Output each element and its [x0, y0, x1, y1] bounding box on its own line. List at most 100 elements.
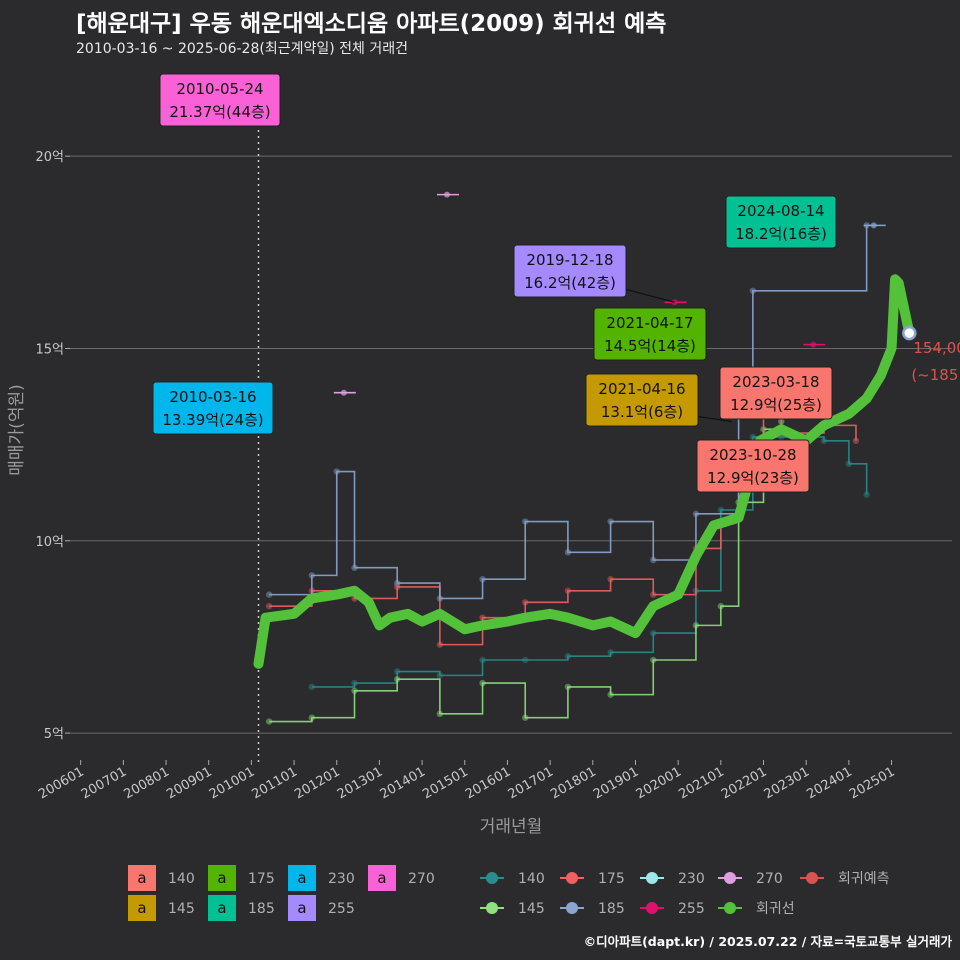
legend-line-label: 175 [598, 871, 625, 887]
legend-fill-glyph: a [217, 899, 226, 917]
y-tick-label: 15억 [35, 342, 64, 357]
data-point-145 [607, 691, 614, 698]
prediction-area-label: (~185㎡) [911, 366, 960, 384]
chart-subtitle: 2010-03-16 ~ 2025-06-28(최근계약일) 전체 거래건 [76, 41, 408, 57]
x-axis-title: 거래년월 [480, 817, 543, 837]
legend-fill-key [128, 895, 156, 921]
data-point-140 [479, 656, 486, 664]
x-tick-label: 202301 [762, 764, 812, 802]
annotation-date: 2010-03-16 [169, 388, 256, 406]
data-point-145 [564, 683, 572, 691]
series-line-140 [311, 436, 868, 688]
legend-line-label: 145 [518, 901, 545, 917]
credit-text: ©디아파트(dapt.kr) / 2025.07.22 / 자료=국토교통부 실… [583, 934, 952, 949]
data-point-185 [692, 510, 700, 518]
legend-line-dot [566, 872, 578, 884]
y-tick-label: 10억 [35, 535, 64, 550]
data-point-140 [436, 672, 444, 679]
annotation-date: 2021-04-16 [598, 380, 685, 398]
x-tick-label: 202001 [634, 764, 684, 802]
data-point-175 [650, 591, 657, 598]
data-point-185 [650, 556, 657, 564]
legend-fill-glyph: a [217, 869, 226, 887]
x-tick-label: 201201 [292, 764, 342, 802]
legend-fill-label: 185 [248, 901, 275, 917]
data-point-185 [333, 468, 340, 475]
legend-fill-glyph: a [137, 899, 146, 917]
annotation-box [159, 73, 281, 127]
data-point-140 [308, 683, 316, 691]
annotation-date: 2023-10-28 [709, 446, 796, 464]
legend-fill-glyph: a [297, 869, 306, 887]
data-point-140 [351, 679, 358, 687]
annotation-price: 13.39억(24층) [162, 411, 263, 429]
data-point-145 [522, 714, 529, 721]
legend-fill-label: 270 [408, 871, 435, 887]
data-point-140 [845, 460, 853, 468]
legend-line-dot [566, 902, 578, 914]
data-point-185 [749, 287, 757, 294]
data-point-145 [717, 602, 725, 610]
annotation-box [696, 439, 810, 493]
data-point-185 [308, 572, 316, 579]
x-tick-label: 201001 [207, 764, 257, 802]
series-line-145 [269, 421, 783, 723]
annotation-price: 14.5억(14층) [604, 337, 696, 355]
x-tick-label: 202101 [676, 764, 726, 802]
data-point-140 [650, 629, 657, 637]
data-point-175 [607, 576, 614, 583]
data-point-140 [393, 668, 401, 675]
data-point-145 [479, 679, 486, 687]
x-tick-label: 202501 [847, 764, 897, 802]
regression-line [253, 274, 915, 669]
data-point-175 [265, 602, 273, 610]
data-point-145 [265, 718, 273, 725]
legend-fill-label: 140 [168, 871, 195, 887]
x-tick-label: 202401 [804, 764, 854, 802]
legend-line-dot [646, 872, 658, 884]
legend-line-label: 회귀예측 [838, 871, 890, 887]
annotation-price: 13.1억(6층) [601, 403, 683, 421]
x-tick-label: 201401 [378, 764, 428, 802]
annotation-box [593, 307, 707, 361]
annotation-box [152, 381, 274, 435]
data-point-140 [820, 437, 828, 444]
data-point-145 [650, 656, 657, 664]
annotation-date: 2019-12-18 [526, 251, 613, 269]
annotation-box [725, 195, 837, 249]
data-point-185 [393, 579, 401, 587]
data-point-140 [749, 433, 757, 441]
data-point-185 [351, 564, 358, 571]
data-point-175 [436, 641, 444, 648]
data-point-185 [265, 591, 273, 598]
price-point [870, 222, 877, 229]
data-point-185 [522, 518, 529, 525]
legend-fill-glyph: a [137, 869, 146, 887]
price-point [810, 341, 817, 348]
legend-fill-key [208, 865, 236, 891]
data-point-140 [522, 656, 529, 664]
legend-line-dot [646, 902, 658, 914]
annotation-price: 16.2억(42층) [524, 274, 616, 292]
data-point-145 [692, 622, 700, 629]
legend-line-label: 270 [756, 871, 783, 887]
data-point-140 [564, 652, 572, 660]
x-tick-label: 200701 [79, 764, 129, 802]
data-point-185 [479, 576, 486, 583]
annotation-box [719, 366, 833, 420]
data-point-175 [564, 587, 572, 594]
legend-fill-label: 175 [248, 871, 275, 887]
x-tick-label: 201501 [420, 764, 470, 802]
legend-fill-key [288, 865, 316, 891]
price-point [443, 191, 450, 198]
annotation-date: 2010-05-24 [176, 80, 263, 98]
legend-fill-label: 255 [328, 901, 355, 917]
x-tick-label: 200901 [164, 764, 214, 802]
x-tick-label: 200801 [122, 764, 172, 802]
legend-line-dot [486, 902, 498, 914]
data-point-175 [522, 599, 529, 606]
data-point-175 [479, 614, 486, 621]
legend-line-dot [806, 872, 818, 884]
legend-line-dot [724, 872, 736, 884]
